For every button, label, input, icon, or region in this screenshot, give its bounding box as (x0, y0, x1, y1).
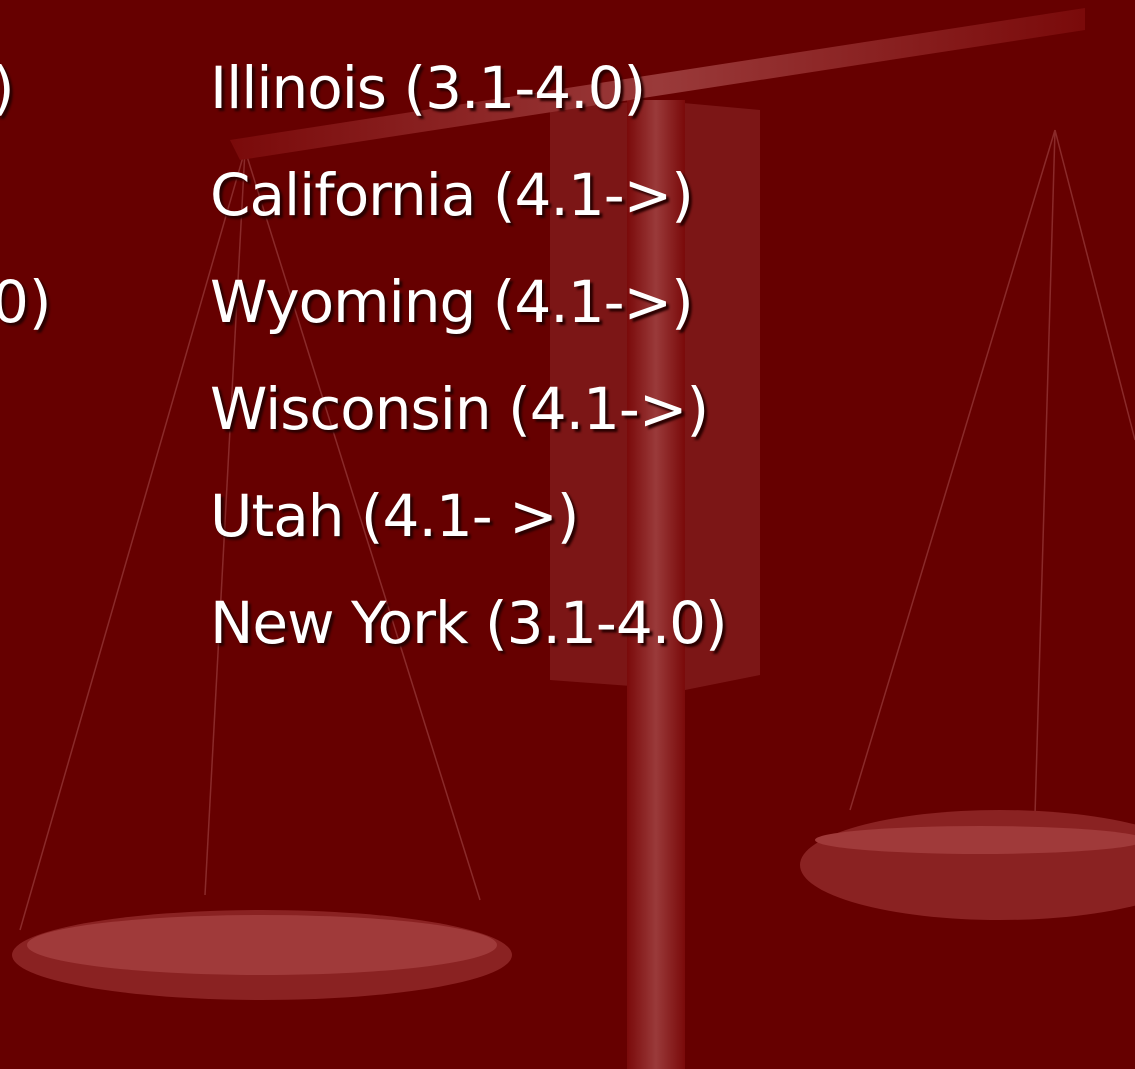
list-item: Utah (4.1- >) (210, 463, 727, 570)
list-item: Illinois (3.1-4.0) (210, 35, 727, 142)
left-fragment: 0) (0, 249, 52, 356)
list-item: Wyoming (4.1->) (210, 249, 727, 356)
item-list: Illinois (3.1-4.0)California (4.1->)Wyom… (210, 35, 727, 677)
slide: {"left_fragments": [")", "0)"], "items":… (0, 0, 1135, 1069)
list-item: Wisconsin (4.1->) (210, 356, 727, 463)
left-fragment: ) (0, 35, 15, 142)
list-item: California (4.1->) (210, 142, 727, 249)
list-item: New York (3.1-4.0) (210, 570, 727, 677)
